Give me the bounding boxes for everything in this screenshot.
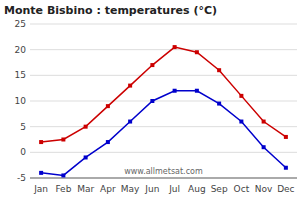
y-tick-label: 5 [20,122,26,132]
x-tick-label: Jan [33,184,48,194]
series-line [41,91,286,176]
point-marker [239,94,243,98]
point-marker [39,140,43,144]
point-marker [173,45,177,49]
point-marker [84,155,88,159]
point-marker [217,68,221,72]
point-marker [262,120,266,124]
y-tick-label: 20 [15,45,27,55]
series-line [41,47,286,142]
grid-line [30,152,297,153]
point-marker [284,166,288,170]
title: Monte Bisbino : temperatures (°C) [4,4,217,17]
grid-line [30,75,297,76]
grid-line [30,101,297,102]
point-marker [217,102,221,106]
x-tick-label: Oct [234,184,250,194]
grid [30,24,297,178]
grid-line [30,178,297,179]
x-tick-label: Nov [255,184,273,194]
x-axis-line [30,178,297,179]
y-tick-label: 10 [15,96,27,106]
x-tick-label: Feb [55,184,71,194]
x-tick-label: Dec [277,184,294,194]
y-tick-label: 0 [20,147,26,157]
point-marker [150,63,154,67]
point-marker [128,120,132,124]
grid-line [30,49,297,50]
grid-line [30,24,297,25]
point-marker [195,50,199,54]
chart: Monte Bisbino : temperatures (°C) -5 0 5 10 1… [0,0,305,200]
point-marker [39,171,43,175]
point-marker [239,120,243,124]
point-marker [150,99,154,103]
point-marker [61,173,65,177]
x-tick-label: Mar [77,184,94,194]
x-tick-label: Jun [144,184,159,194]
grid-line [30,126,297,127]
point-marker [195,89,199,93]
point-marker [61,138,65,142]
x-tick-label: Jul [168,184,180,194]
point-marker [106,140,110,144]
x-tick-label: Apr [100,184,116,194]
point-marker [173,89,177,93]
plot-area [39,45,288,177]
y-tick-label: -5 [17,173,26,183]
point-marker [284,135,288,139]
x-tick-label: Aug [188,184,206,194]
x-tick-label: May [121,184,140,194]
chart-container: Monte Bisbino : temperatures (°C) -5 0 5 10 1… [0,0,305,200]
y-tick-label: 25 [15,19,26,29]
point-marker [84,125,88,129]
point-marker [128,84,132,88]
point-marker [106,104,110,108]
x-tick-label: Sep [211,184,228,194]
point-marker [262,145,266,149]
watermark: www.allmetsat.com [124,167,203,176]
y-tick-label: 15 [15,70,26,80]
